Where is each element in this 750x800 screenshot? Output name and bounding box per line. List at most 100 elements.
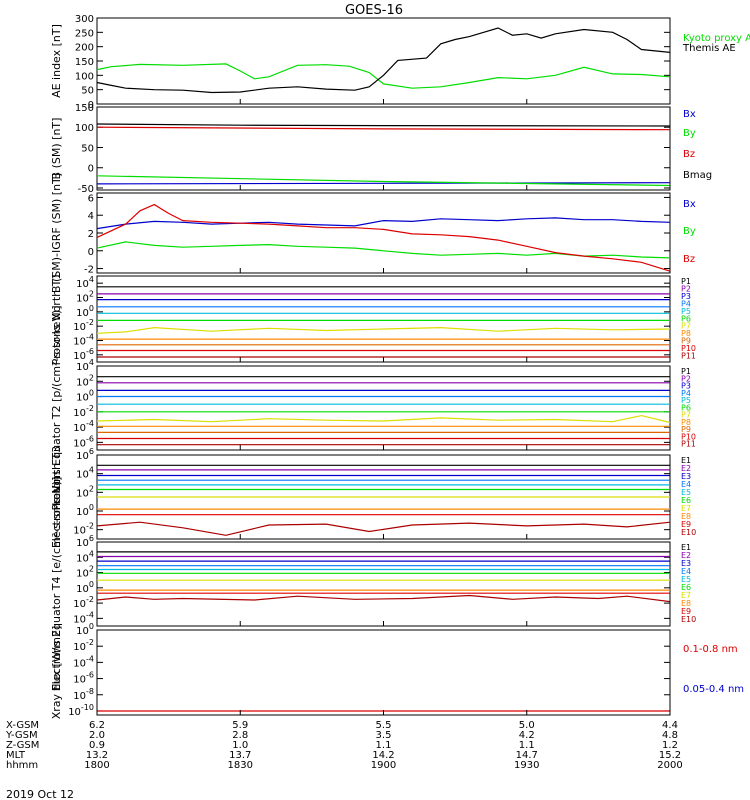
y-tick-label: 10-2 [73,318,94,333]
legend-p11: P11 [681,352,696,361]
legend-p4: P4 [681,299,691,308]
footer-value: 5.9 [232,720,248,731]
series-bmag [96,123,671,127]
legend-p9: P9 [681,337,691,346]
y-axis-label: Xray flux [W/m2] [50,626,63,720]
footer-value: 1830 [228,760,253,771]
y-tick-label: 10-2 [73,638,94,653]
legend-p8: P8 [681,329,691,338]
legend-p8: P8 [681,418,691,427]
y-tick-label: 10-2 [73,522,94,537]
legend-p3: P3 [681,382,691,391]
y-tick-label: 102 [76,484,94,499]
figure-title: GOES-16 [345,3,403,18]
footer-value: 5.0 [519,720,535,731]
legend-p2: P2 [681,284,691,293]
y-tick-label: 10-8 [73,687,94,702]
panel-3: -2 0 2 4 6 B (SM)-IGRF (SM) [nT] Bx By Bz [50,173,696,293]
y-tick-label: 102 [76,373,94,388]
footer-value: 14.7 [516,750,538,761]
series-kyoto-proxy-ae [96,63,671,89]
legend-e10: E10 [681,615,696,624]
series-themis-ae [96,27,671,94]
series-p7 [96,326,671,334]
footer-value: 2000 [657,760,682,771]
footer-row-label: hhmm [6,760,38,771]
footer-value: 1.2 [662,740,678,751]
y-tick-label: -50 [78,184,94,195]
y-tick-label: 100 [76,389,94,404]
y-tick-label: 100 [76,304,94,319]
legend-e2: E2 [681,464,691,473]
legend-p6: P6 [681,314,691,323]
legend-p3: P3 [681,292,691,301]
y-axis-label: Electrons Equator T4 [e/(cm²-s-sr-keV)] [50,477,63,692]
y-tick-label: 102 [76,290,94,305]
footer-value: 1.1 [519,740,535,751]
panel-frame [96,365,671,451]
footer-value: 1.0 [232,740,248,751]
legend-e7: E7 [681,504,691,513]
footer-value: 15.2 [659,750,681,761]
date-label: 2019 Oct 12 [6,788,74,800]
y-tick-label: 200 [75,43,94,54]
legend-e5: E5 [681,488,691,497]
legend-e6: E6 [681,496,691,505]
y-tick-label: 10-2 [73,595,94,610]
y-axis-label: B (SM) [nT] [50,118,63,180]
panel-frame [96,275,671,363]
y-tick-label: 6 [88,193,94,204]
legend-p7: P7 [681,322,691,331]
y-tick-label: 250 [75,28,94,39]
legend-e2: E2 [681,551,691,560]
y-tick-label: 106 [76,534,94,549]
y-tick-label: 104 [76,549,94,564]
y-tick-label: 104 [76,358,94,373]
footer-row-label: MLT [6,750,26,761]
y-tick-label: 50 [81,143,94,154]
legend-p1: P1 [681,367,691,376]
y-tick-label: 100 [75,123,94,134]
legend-bz: Bz [683,254,695,265]
legend-e4: E4 [681,567,691,576]
y-tick-label: 106 [76,447,94,462]
y-axis-label: B (SM)-IGRF (SM) [nT] [50,173,63,293]
legend-e8: E8 [681,512,691,521]
orbit-footer: X-GSM 6.2 5.9 5.5 5.0 4.4 Y-GSM 2.0 2.8 3.5 4.2 4.8… [5,720,683,771]
y-tick-label: 150 [75,103,94,114]
legend-bmag: Bmag [683,170,712,181]
y-axis-label: Protons North T1 [50,273,63,366]
legend-p5: P5 [681,396,691,405]
y-tick-label: 2 [88,229,94,240]
y-tick-label: 10-4 [73,654,94,669]
legend-by: By [683,226,696,237]
legend-e7: E7 [681,591,691,600]
legend-e9: E9 [681,607,691,616]
legend-e5: E5 [681,575,691,584]
y-tick-label: 10-6 [73,434,94,449]
legend-e4: E4 [681,480,691,489]
legend-e1: E1 [681,543,691,552]
y-tick-label: 100 [75,71,94,82]
y-tick-label: 10-4 [73,419,94,434]
panel-1: 0 50 100 150 200 250 300 AE index [nT] Kyoto pro… [50,14,750,111]
y-tick-label: 100 [76,622,94,637]
panel-frame [96,17,671,105]
footer-value: 5.5 [376,720,392,731]
y-axis-label: Electrons North T3 [50,446,63,548]
footer-value: 2.0 [89,730,105,741]
panel-2: -50 0 50 100 150 B (SM) [nT] Bx By Bz Bmag [50,103,712,195]
y-tick-label: 0 [88,100,94,111]
y-tick-label: 0 [88,164,94,175]
panel-frame [96,629,671,716]
legend-e3: E3 [681,472,691,481]
footer-value: 1.1 [376,740,392,751]
legend-p2: P2 [681,374,691,383]
footer-value: 1800 [84,760,109,771]
series-by [96,241,671,259]
